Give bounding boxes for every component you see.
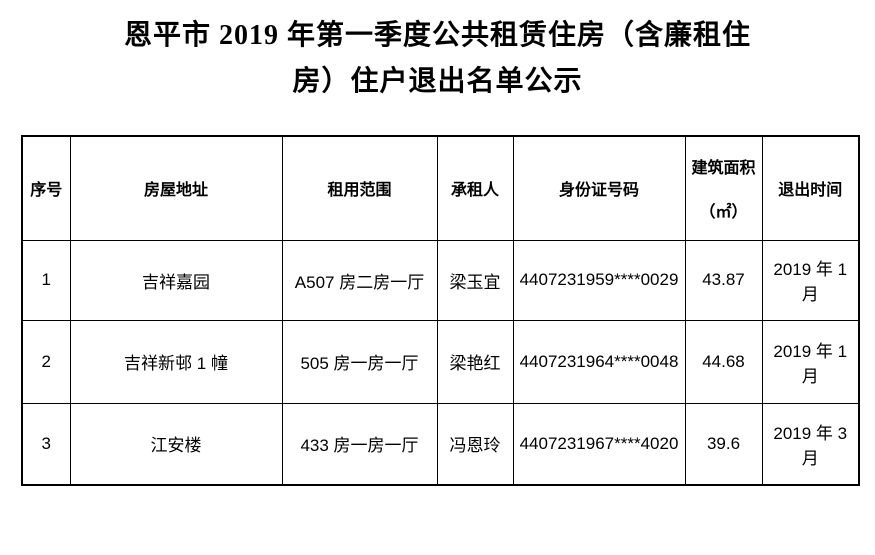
cell-exit-time: 2019 年 1 月 (761, 239, 860, 321)
cell-building-area: 43.87 (684, 239, 763, 321)
cell-tenant: 梁艳红 (436, 319, 514, 404)
cell-tenant: 冯恩玲 (436, 402, 514, 486)
cell-id-number: 4407231964****0048 (512, 319, 686, 404)
table-row: 3 江安楼 433 房一房一厅 冯恩玲 4407231967****4020 3… (21, 402, 860, 486)
cell-exit-time: 2019 年 3 月 (761, 402, 860, 486)
cell-house-address: 吉祥嘉园 (69, 239, 283, 321)
header-tenant: 承租人 (436, 135, 514, 241)
header-exit-time: 退出时间 (761, 135, 860, 241)
exit-list-table: 序号 房屋地址 租用范围 承租人 身份证号码 建筑面积 （㎡） 退出时间 1 吉… (21, 135, 860, 486)
header-building-area-line-2: （㎡） (699, 204, 748, 222)
page-title-line-2: 房）住户退出名单公示 (292, 66, 583, 97)
cell-rental-scope: 505 房一房一厅 (281, 319, 438, 404)
page-title-line-1: 恩平市 2019 年第一季度公共租赁住房（含廉租住 (123, 20, 751, 51)
cell-building-area: 44.68 (684, 319, 763, 404)
header-house-address: 房屋地址 (69, 135, 283, 241)
page-title: 恩平市 2019 年第一季度公共租赁住房（含廉租住 房）住户退出名单公示 (0, 0, 875, 105)
cell-serial-number: 2 (21, 319, 71, 404)
cell-id-number: 4407231967****4020 (512, 402, 686, 486)
cell-serial-number: 3 (21, 402, 71, 486)
cell-house-address: 江安楼 (69, 402, 283, 486)
header-rental-scope: 租用范围 (281, 135, 438, 241)
cell-serial-number: 1 (21, 239, 71, 321)
header-id-number: 身份证号码 (512, 135, 686, 241)
table-row: 2 吉祥新邨 1 幢 505 房一房一厅 梁艳红 4407231964****0… (21, 319, 860, 404)
cell-exit-time: 2019 年 1 月 (761, 319, 860, 404)
cell-rental-scope: A507 房二房一厅 (281, 239, 438, 321)
table-row: 1 吉祥嘉园 A507 房二房一厅 梁玉宜 4407231959****0029… (21, 239, 860, 321)
cell-house-address: 吉祥新邨 1 幢 (69, 319, 283, 404)
header-serial-number: 序号 (21, 135, 71, 241)
cell-id-number: 4407231959****0029 (512, 239, 686, 321)
cell-building-area: 39.6 (684, 402, 763, 486)
header-building-area-line-1: 建筑面积 (691, 160, 756, 178)
cell-tenant: 梁玉宜 (436, 239, 514, 321)
table-header-row: 序号 房屋地址 租用范围 承租人 身份证号码 建筑面积 （㎡） 退出时间 (21, 135, 860, 241)
header-building-area: 建筑面积 （㎡） (684, 135, 763, 241)
cell-rental-scope: 433 房一房一厅 (281, 402, 438, 486)
